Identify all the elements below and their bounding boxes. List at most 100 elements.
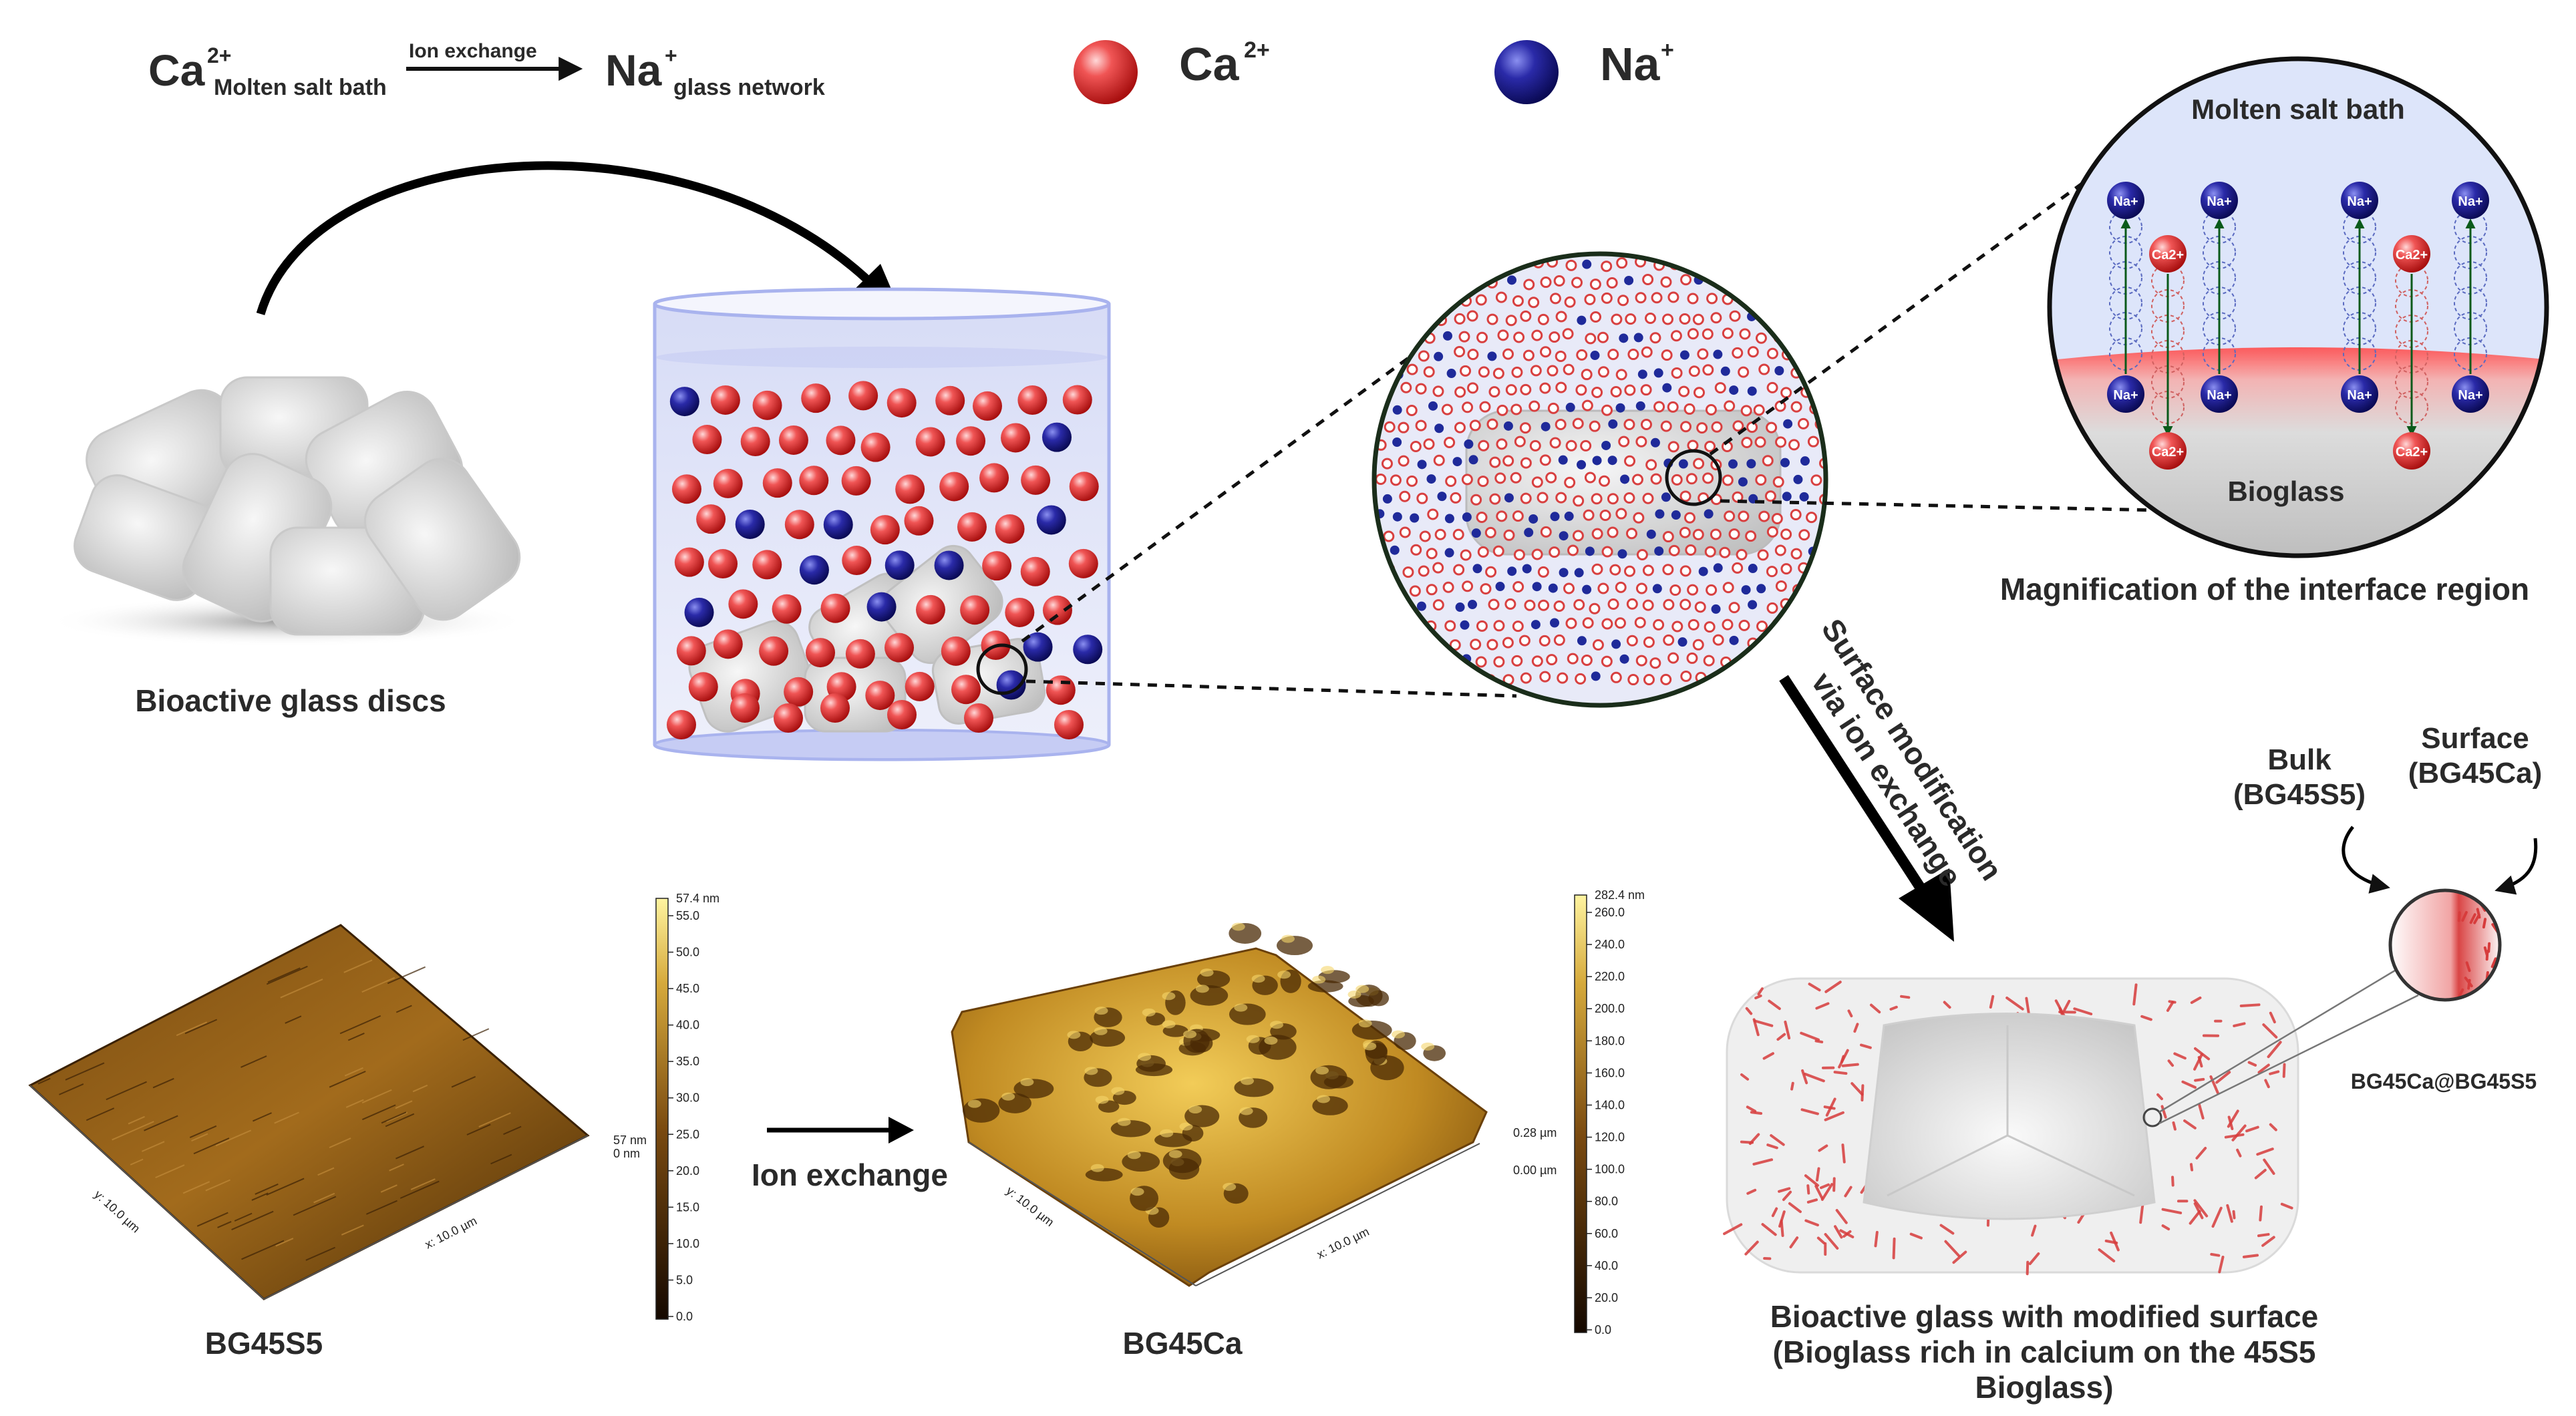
ca-ion (1617, 295, 1629, 307)
ca-ion (960, 595, 990, 625)
colorbar-tick-label: 260.0 (1595, 906, 1625, 919)
ca-ion (1642, 564, 1654, 576)
na-ion (1748, 600, 1758, 610)
ca-ion (1406, 475, 1418, 487)
ca-ion (1703, 655, 1715, 667)
ca-ion (1419, 530, 1431, 542)
ca-ion (1799, 346, 1811, 358)
bioglass-label: Bioglass (2227, 476, 2344, 507)
ca-ion (1432, 599, 1444, 611)
calcium-speck (1943, 1001, 1951, 1009)
ca-ion (1685, 473, 1698, 485)
ca-ion (1584, 293, 1596, 305)
ca-ion (1537, 492, 1549, 504)
ca-ion (676, 636, 706, 666)
calcium-speck (2485, 991, 2493, 1000)
calcium-speck (2457, 911, 2461, 922)
ca-ion (1714, 382, 1726, 394)
na-ion (1679, 350, 1689, 360)
ca-ion (1458, 331, 1470, 343)
calcium-speck (2465, 961, 2471, 972)
colorbar-max-label: 57.4 nm (676, 892, 719, 905)
calcium-speck (2189, 1210, 2201, 1225)
calcium-speck (1833, 1071, 1848, 1075)
ca-ion (1583, 509, 1595, 521)
afm-streak (345, 1099, 364, 1108)
na-ion (1374, 331, 1384, 341)
ca-ion (1042, 595, 1072, 625)
ca-ion (1739, 328, 1751, 340)
ca-ion (820, 593, 850, 623)
ca-ion (1745, 530, 1757, 542)
zoom-connector (1021, 345, 1424, 643)
ca-ion (1724, 400, 1736, 412)
na-ion (1428, 656, 1438, 666)
ca-ion (1643, 673, 1655, 685)
ca-ion (1626, 635, 1638, 647)
beaker-ions (667, 381, 1103, 739)
na-ion (1454, 671, 1464, 681)
ca-ion (1607, 349, 1619, 361)
ca-ion (1687, 293, 1699, 305)
ca-ion (1470, 639, 1482, 651)
na-ion (823, 510, 853, 540)
calcium-speck (2189, 1163, 2194, 1172)
ca-ion-label: Ca2+ (2152, 445, 2184, 460)
ca-ion (1400, 310, 1412, 322)
ca-ion (1461, 260, 1473, 272)
ca-ion-sphere (2149, 432, 2187, 470)
colorbar-tick-label: 20.0 (1595, 1291, 1618, 1304)
afm-peak (1251, 975, 1265, 983)
calcium-speck (1762, 1052, 1774, 1060)
ca-ion (1488, 598, 1500, 610)
afm-streak (317, 1167, 335, 1176)
afm-streak (144, 1115, 178, 1131)
na-ion (934, 550, 964, 580)
afm-streak (365, 1200, 397, 1215)
ion-exchange-equation: Ca 2+ Molten salt bath Ion exchange Na +… (148, 40, 825, 100)
na-ion (1713, 675, 1723, 685)
calcium-speck (2232, 1210, 2236, 1220)
ca-ion (1496, 438, 1508, 450)
ca-ion (1616, 257, 1628, 269)
na-ion (1434, 351, 1444, 361)
afm-peak (1183, 1030, 1197, 1039)
afm-peak (1020, 1078, 1034, 1087)
calcium-speck (1800, 1108, 1819, 1115)
zoom-circle (1372, 251, 1828, 708)
ca-ion (1452, 528, 1464, 540)
colorbar-tick-label: 55.0 (676, 909, 699, 922)
ca-ion (1601, 292, 1613, 304)
na-ion (1635, 401, 1645, 411)
ca-ion (1477, 476, 1489, 488)
ca-ion (1444, 258, 1456, 270)
afm-streak (106, 1081, 147, 1101)
ca-ion (1581, 369, 1593, 381)
afm-streak (451, 1076, 476, 1088)
na-ion-label: Na+ (2347, 388, 2372, 403)
afm-peak (1281, 934, 1295, 943)
ca-ion (1764, 490, 1776, 502)
ca-ion (1818, 383, 1826, 395)
afm-streak (395, 1005, 412, 1013)
ca-ion (1618, 435, 1630, 448)
ca-ion (1467, 382, 1479, 394)
calcium-speck (2227, 1109, 2239, 1128)
ca-ion (1610, 385, 1622, 397)
calcium-speck (2166, 1001, 2175, 1012)
ca-ion (1454, 313, 1466, 325)
colorbar-tick-label: 80.0 (1595, 1195, 1618, 1208)
ca-ion (1531, 329, 1543, 341)
ca-ion (1572, 417, 1584, 429)
na-ion (1442, 331, 1452, 341)
na-ion (1558, 455, 1568, 465)
ca-ion (1408, 656, 1420, 668)
ca-ion (995, 514, 1025, 544)
colorbar-tick-label: 160.0 (1595, 1066, 1625, 1079)
afm-peak (1067, 1031, 1081, 1039)
ca-ion (1780, 563, 1792, 575)
ca-ion (1732, 491, 1744, 503)
ca-ion (1607, 598, 1619, 610)
ca-ion (674, 547, 704, 577)
calcium-speck (1744, 1240, 1759, 1256)
